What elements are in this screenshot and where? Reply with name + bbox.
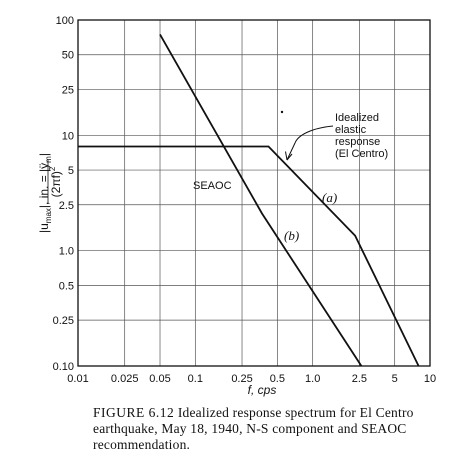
svg-text:|umax|, in. = |ÿm|: |umax|, in. = |ÿm| xyxy=(37,153,53,233)
x-tick-label: 0.01 xyxy=(67,373,88,385)
x-tick-label: 10 xyxy=(424,373,436,385)
plot-frame xyxy=(77,19,431,367)
ylabel-part-6: | xyxy=(37,153,51,156)
annotation-line-4: (El Centro) xyxy=(335,148,388,160)
series-b-label: (b) xyxy=(284,228,299,243)
y-tick-label: 50 xyxy=(62,50,74,62)
caption-text: Idealized response spectrum for El Centr… xyxy=(93,405,414,452)
x-axis-label: f, cps xyxy=(248,383,277,397)
ylabel-part-1: |u xyxy=(37,223,51,233)
elastic-response-annotation: Idealized elastic response (El Centro) xyxy=(285,112,388,161)
ylabel-part-8: 2 xyxy=(48,166,57,171)
y-tick-label: 2.5 xyxy=(59,200,74,212)
annotation-line-2: elastic xyxy=(335,124,367,136)
y-tick-label: 10 xyxy=(62,130,74,142)
y-tick-label: 25 xyxy=(62,84,74,96)
x-tick-label: 0.25 xyxy=(231,373,252,385)
y-tick-label: 5 xyxy=(68,165,74,177)
svg-text:(2πf)2: (2πf)2 xyxy=(48,166,63,197)
ylabel-part-5: m xyxy=(44,156,53,163)
y-tick-labels: 0.10 0.25 0.5 1.0 2.5 5 10 25 50 100 xyxy=(53,15,74,373)
annotation-line-3: response xyxy=(335,136,380,148)
ylabel-part-7: (2πf) xyxy=(49,171,63,197)
y-tick-label: 100 xyxy=(56,15,74,27)
ylabel-part-4: |ÿ xyxy=(37,163,51,172)
y-tick-label: 0.25 xyxy=(53,315,74,327)
y-axis-label-denominator: (2πf)2 xyxy=(47,160,63,204)
series-a-label: (a) xyxy=(322,190,337,205)
x-tick-label: 0.05 xyxy=(149,373,170,385)
x-tick-label: 0.025 xyxy=(111,373,139,385)
x-tick-label: 5 xyxy=(392,373,398,385)
seaoc-label: SEAOC xyxy=(193,180,232,192)
annotation-arrowhead xyxy=(285,151,293,161)
series-a-line xyxy=(78,145,420,367)
figure-caption: FIGURE 6.12 Idealized response spectrum … xyxy=(93,405,448,453)
caption-label: FIGURE 6.12 xyxy=(93,405,175,420)
annotation-leader xyxy=(286,125,334,161)
grid xyxy=(77,19,431,367)
series-lines xyxy=(78,33,420,367)
x-tick-label: 0.1 xyxy=(188,373,203,385)
x-tick-label: 1.0 xyxy=(305,373,320,385)
series-b-line xyxy=(159,33,363,367)
y-axis-label: |umax|, in. = |ÿm| xyxy=(37,153,53,233)
ylabel-part-3: |, in. = xyxy=(37,172,51,208)
x-tick-labels: 0.01 0.025 0.05 0.1 0.25 0.5 1.0 2.5 5 10 xyxy=(67,373,436,385)
ylabel-part-2: max xyxy=(44,208,53,223)
y-tick-label: 1.0 xyxy=(59,246,74,258)
y-tick-label: 0.10 xyxy=(53,361,74,373)
annotation-line-1: Idealized xyxy=(335,112,379,124)
stray-mark xyxy=(280,110,284,114)
x-tick-label: 0.5 xyxy=(270,373,285,385)
x-tick-label: 2.5 xyxy=(352,373,367,385)
y-tick-label: 0.5 xyxy=(59,280,74,292)
